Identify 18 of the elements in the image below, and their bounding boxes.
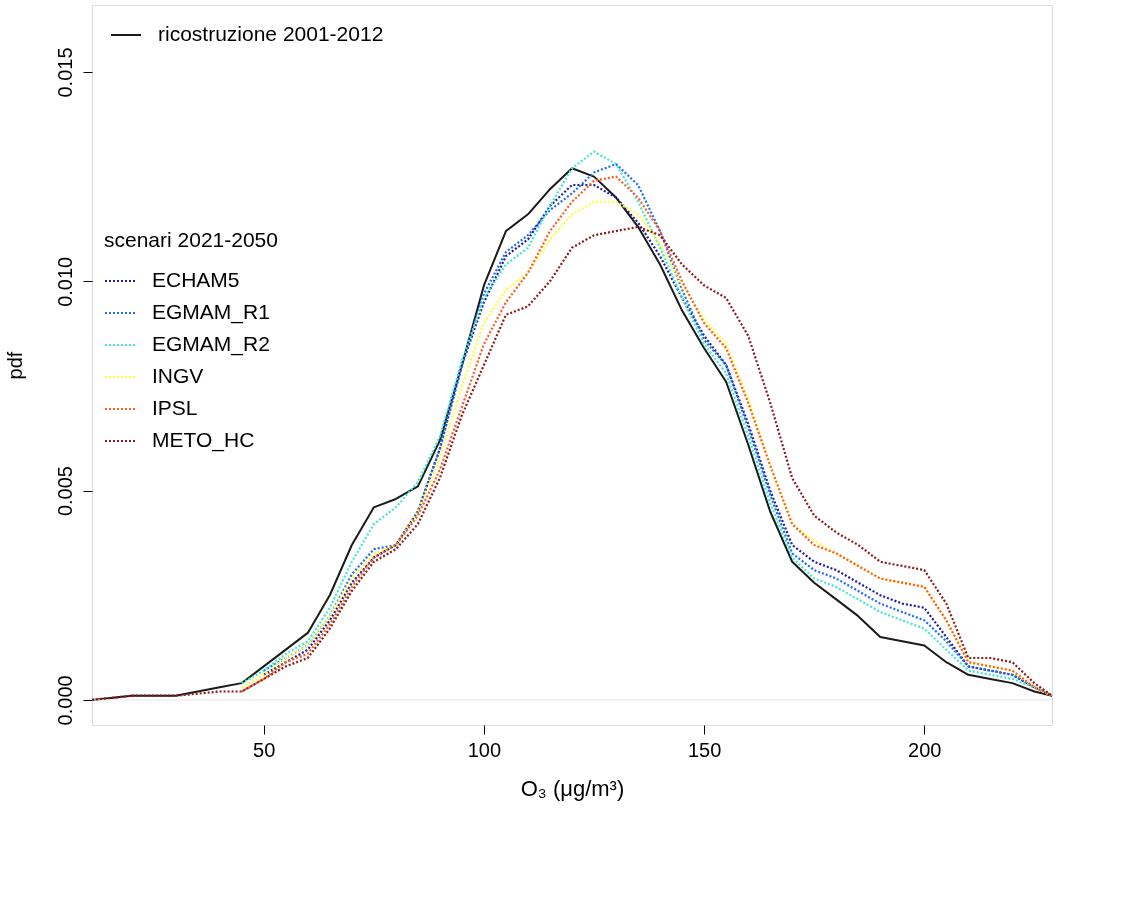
y-tick-label: 0.000	[53, 675, 76, 726]
legend-label: INGV	[152, 364, 204, 387]
legend-label: METO_HC	[152, 428, 255, 452]
x-axis-title: O₃ (μg/m³)	[520, 775, 625, 801]
legend-title: scenari 2021-2050	[104, 228, 278, 251]
y-axis-title: pdf	[3, 351, 26, 380]
legend-label: ricostruzione 2001-2012	[158, 22, 384, 45]
legend-label: EGMAM_R1	[152, 300, 270, 324]
y-tick-label: 0.015	[53, 47, 76, 98]
x-tick-label: 150	[687, 738, 722, 761]
legend-label: EGMAM_R2	[152, 332, 270, 356]
x-tick-label: 50	[253, 738, 276, 761]
y-tick-label: 0.010	[53, 256, 76, 307]
legend-label: ECHAM5	[152, 268, 240, 291]
legend-label: IPSL	[152, 396, 198, 419]
y-tick-label: 0.005	[53, 466, 76, 517]
x-tick-label: 100	[467, 738, 502, 761]
x-tick-label: 200	[908, 738, 942, 761]
